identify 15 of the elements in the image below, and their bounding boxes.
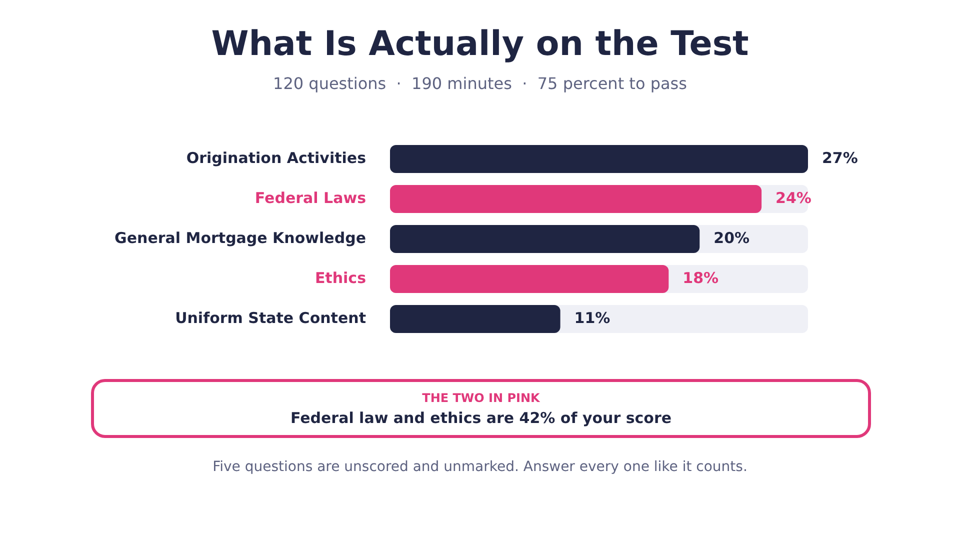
chart-subtitle: 120 questions · 190 minutes · 75 percent to pass	[272, 74, 688, 93]
y-tick-label: General Mortgage Knowledge	[114, 228, 366, 247]
y-tick-label: Uniform State Content	[175, 308, 366, 327]
chart-title: What Is Actually on the Test	[210, 24, 750, 64]
text: THE TWO IN PINK	[421, 391, 541, 405]
data-label: 20%	[714, 228, 750, 247]
data-label: 27%	[822, 148, 858, 167]
y-tick-label: Federal Laws	[254, 188, 366, 207]
y-tick-label: Origination Activities	[186, 148, 366, 167]
data-label: 11%	[574, 308, 610, 327]
y-tick-label: Ethics	[314, 268, 366, 287]
text: Five questions are unscored and unmarked. Answer every one like it counts.	[212, 459, 748, 475]
data-label: 18%	[682, 268, 719, 287]
text: Federal law and ethics are 42% of your score	[289, 409, 673, 427]
data-label: 24%	[776, 188, 812, 207]
